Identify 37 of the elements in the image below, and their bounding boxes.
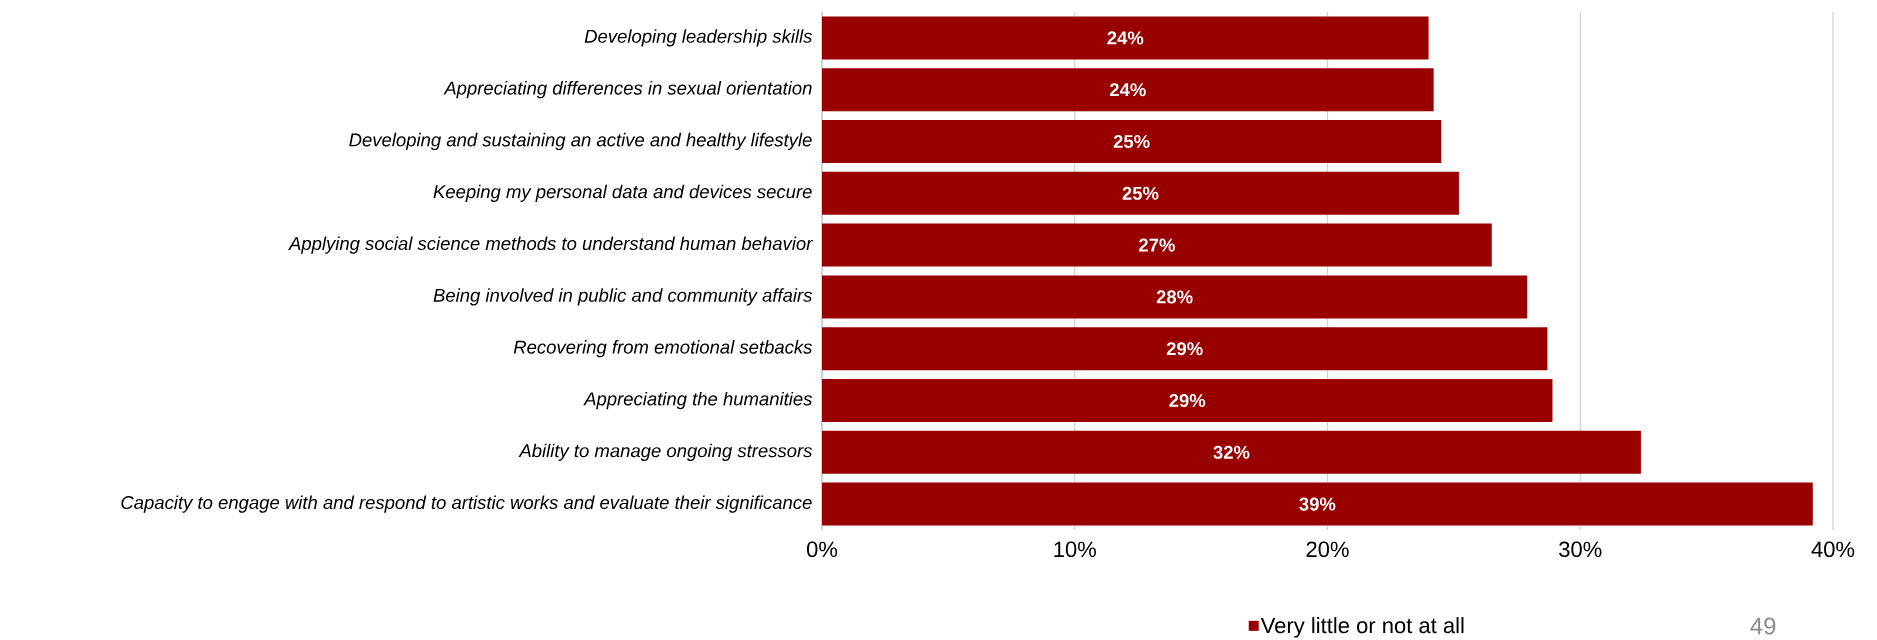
data-label: 25% <box>1113 134 1150 149</box>
data-label: 29% <box>1169 393 1206 408</box>
bar <box>822 223 1492 267</box>
x-tick-label: 30% <box>1559 541 1602 558</box>
y-tick-label: Being involved in public and community affairs <box>433 288 813 306</box>
y-tick-label: Appreciating differences in sexual orientation <box>443 81 812 99</box>
data-label: 27% <box>1139 238 1175 252</box>
data-label: 29% <box>1166 342 1203 356</box>
y-tick-label: Applying social science methods to understand human behavior <box>288 236 813 254</box>
bar <box>822 275 1528 319</box>
data-label: 24% <box>1109 83 1146 97</box>
x-tick-label: 0% <box>806 541 838 558</box>
y-tick-label: Developing and sustaining an active and healthy lifestyle <box>349 132 812 151</box>
data-label: 32% <box>1213 445 1250 459</box>
y-tick-label: Keeping my personal data and devices secure <box>433 184 812 202</box>
data-label: 25% <box>1122 186 1159 200</box>
bar <box>822 16 1429 60</box>
x-tick-label: 40% <box>1811 541 1855 558</box>
y-tick-label: Appreciating the humanities <box>583 391 813 410</box>
bar <box>822 68 1434 112</box>
y-tick-label: Ability to manage ongoing stressors <box>518 443 813 461</box>
y-tick-label: Developing leadership skills <box>584 29 813 47</box>
bar <box>822 171 1459 215</box>
legend-label: Very little or not at all <box>1260 617 1464 638</box>
bar <box>822 327 1548 371</box>
text: 49 <box>1750 617 1776 635</box>
data-label: 24% <box>1107 31 1144 45</box>
data-label: 28% <box>1156 290 1193 304</box>
bar <box>822 379 1553 422</box>
bar <box>822 482 1813 526</box>
y-tick-label: Capacity to engage with and respond to artistic works and evaluate their significance <box>121 495 812 513</box>
bar <box>822 430 1641 474</box>
x-tick-label: 20% <box>1306 541 1349 558</box>
bar <box>822 120 1442 163</box>
data-label: 39% <box>1299 497 1336 511</box>
y-tick-label: Recovering from emotional setbacks <box>513 340 813 358</box>
x-tick-label: 10% <box>1054 541 1096 558</box>
